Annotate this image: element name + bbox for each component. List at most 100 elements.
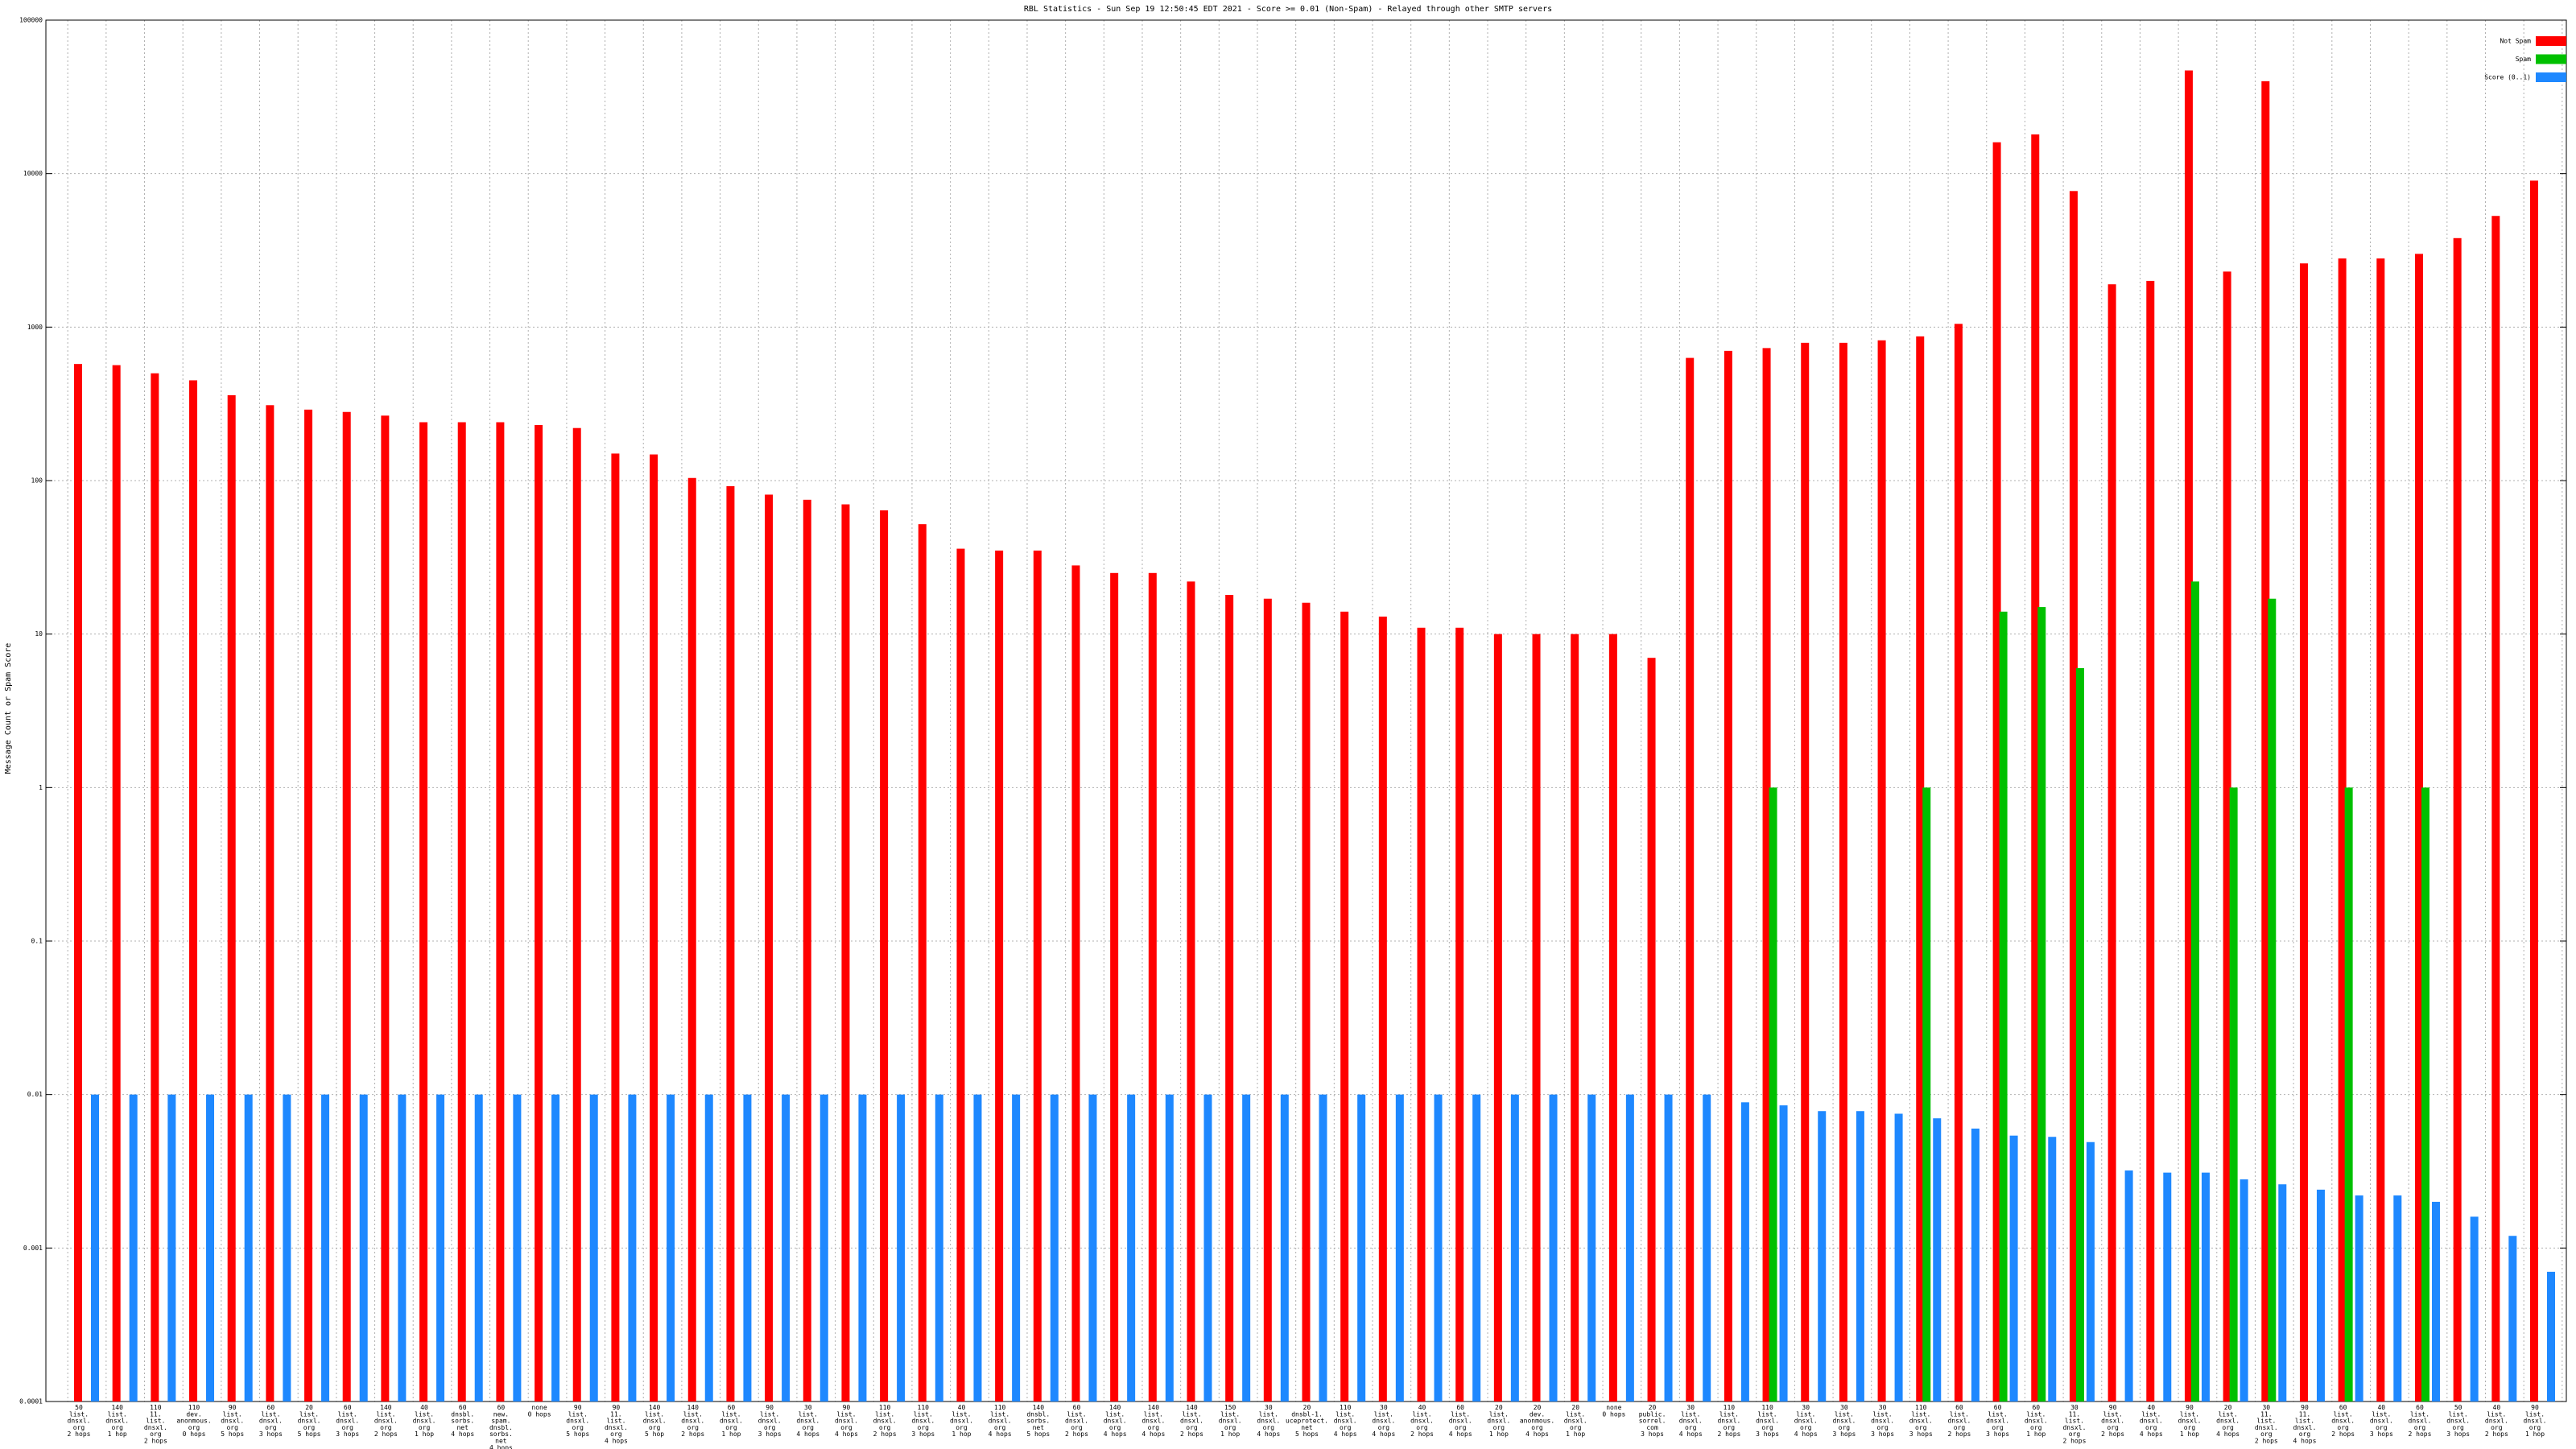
bar	[227, 394, 236, 1402]
x-tick-label: 50 list. dnsxl. org 3 hops	[2446, 1404, 2470, 1438]
x-tick-label: 60 list. dnsxl. org 3 hops	[336, 1404, 359, 1438]
bar	[2299, 263, 2308, 1402]
x-tick-label: 140 list. dnsxl. org 5 hop	[643, 1404, 667, 1438]
bar	[956, 548, 965, 1402]
x-tick-label: 40 list. dnsxl. org 1 hop	[413, 1404, 436, 1438]
x-tick-label: 140 list. dnsxl. org 2 hops	[374, 1404, 398, 1438]
bar	[283, 1094, 291, 1402]
bar	[1302, 602, 1311, 1402]
bar	[2355, 1195, 2363, 1402]
bar	[2223, 271, 2231, 1402]
y-tick-label: 100000	[19, 17, 43, 24]
bar	[2184, 70, 2193, 1402]
bar	[1587, 1094, 1596, 1402]
bar	[1033, 550, 1042, 1402]
bar	[2240, 1179, 2248, 1402]
bar	[2421, 787, 2429, 1402]
bar	[419, 422, 428, 1402]
bar	[2344, 787, 2353, 1402]
bar	[91, 1094, 99, 1402]
y-tick-label: 0.0001	[19, 1398, 43, 1406]
bar	[935, 1094, 943, 1402]
x-tick-label: 90 11. list. dnsxl. org 4 hops	[2293, 1404, 2317, 1445]
bar	[1686, 357, 1695, 1402]
bar	[1933, 1118, 1942, 1402]
y-tick-label: 0.01	[27, 1091, 43, 1098]
bar	[2268, 598, 2277, 1402]
x-tick-label: 60 list. dnsxl. org 1 hop	[720, 1404, 743, 1438]
bar	[782, 1094, 791, 1402]
bar	[244, 1094, 253, 1402]
bar	[167, 1094, 176, 1402]
x-tick-label: 140 list. dnsxl. org 1 hop	[105, 1404, 129, 1438]
bar	[1992, 142, 2001, 1402]
bar	[2163, 1172, 2172, 1402]
bar	[342, 411, 351, 1402]
bar	[129, 1094, 138, 1402]
legend-swatch	[2536, 54, 2566, 64]
y-tick-label: 0.1	[31, 938, 43, 945]
bar	[1769, 787, 1777, 1402]
bar	[1357, 1094, 1366, 1402]
bar	[513, 1094, 522, 1402]
bar	[803, 499, 811, 1402]
x-tick-label: 60 list. dnsxl. org 2 hops	[1065, 1404, 1088, 1438]
bar	[1417, 627, 1426, 1402]
x-tick-label: 90 list. dnsxl. org 3 hops	[758, 1404, 782, 1438]
legend-swatch	[2536, 36, 2566, 46]
bar	[743, 1094, 752, 1402]
x-tick-label: 50 list. dnsxl. org 2 hops	[68, 1404, 91, 1438]
x-tick-label: 60 new. spam. dnsbl. sorbs. net 4 hops	[489, 1404, 513, 1449]
x-tick-label: 40 list. dnsxl. org 4 hops	[2140, 1404, 2163, 1438]
bar	[551, 1094, 560, 1402]
x-tick-label: 30 list. dnsxl. org 4 hops	[1372, 1404, 1395, 1438]
bar	[1187, 581, 1195, 1402]
bar	[2470, 1216, 2479, 1402]
bar	[1110, 572, 1119, 1402]
bar	[304, 409, 313, 1402]
y-tick-label: 0.001	[23, 1245, 43, 1252]
bar	[1472, 1094, 1481, 1402]
bar	[2107, 284, 2116, 1402]
bar	[74, 364, 82, 1402]
legend-swatch	[2536, 72, 2566, 82]
x-tick-label: 30 list. dnsxl. org 4 hops	[1679, 1404, 1703, 1438]
bar	[1203, 1094, 1212, 1402]
x-tick-label: 30 list. dnsxl. org 4 hops	[796, 1404, 819, 1438]
bar	[1856, 1111, 1864, 1402]
bar	[2393, 1195, 2402, 1402]
bar	[589, 1094, 598, 1402]
bar	[819, 1094, 828, 1402]
bar	[1571, 634, 1579, 1402]
bar	[2048, 1137, 2057, 1402]
x-tick-label: 110 list. dnsxl. org 3 hops	[911, 1404, 935, 1438]
y-tick-label: 10000	[23, 170, 43, 177]
bar	[2508, 1236, 2517, 1402]
bar	[1703, 1094, 1711, 1402]
bar	[2075, 667, 2084, 1402]
bar	[1148, 572, 1157, 1402]
bar	[2414, 254, 2423, 1402]
x-tick-label: 20 list. dnsxl. org 5 hops	[298, 1404, 321, 1438]
bar	[112, 365, 121, 1402]
bar	[381, 415, 390, 1402]
y-tick-label: 10	[35, 630, 43, 638]
y-tick-label: 1000	[27, 324, 43, 331]
bar	[1647, 658, 1656, 1402]
x-tick-label: 40 list. dnsxl. org 2 hops	[2485, 1404, 2508, 1438]
y-axis-label: Message Count or Spam Score	[4, 643, 13, 774]
bar	[841, 504, 850, 1402]
x-tick-label: 30 list. dnsxl. org 4 hops	[1257, 1404, 1280, 1438]
x-tick-label: 110 list. dnsxl. org 2 hops	[873, 1404, 897, 1438]
x-tick-label: 90 list. dnsxl. org 5 hops	[566, 1404, 589, 1438]
bar	[704, 1094, 713, 1402]
bar	[321, 1094, 330, 1402]
x-tick-label: 30 list. dnsxl. org 4 hops	[1794, 1404, 1818, 1438]
bar	[189, 380, 198, 1402]
bar	[1532, 634, 1541, 1402]
legend-label: Spam	[2516, 56, 2531, 63]
bar	[535, 425, 543, 1402]
x-tick-label: 90 list. dnsxl. org 1 hop	[2178, 1404, 2202, 1438]
bar	[1510, 1094, 1519, 1402]
